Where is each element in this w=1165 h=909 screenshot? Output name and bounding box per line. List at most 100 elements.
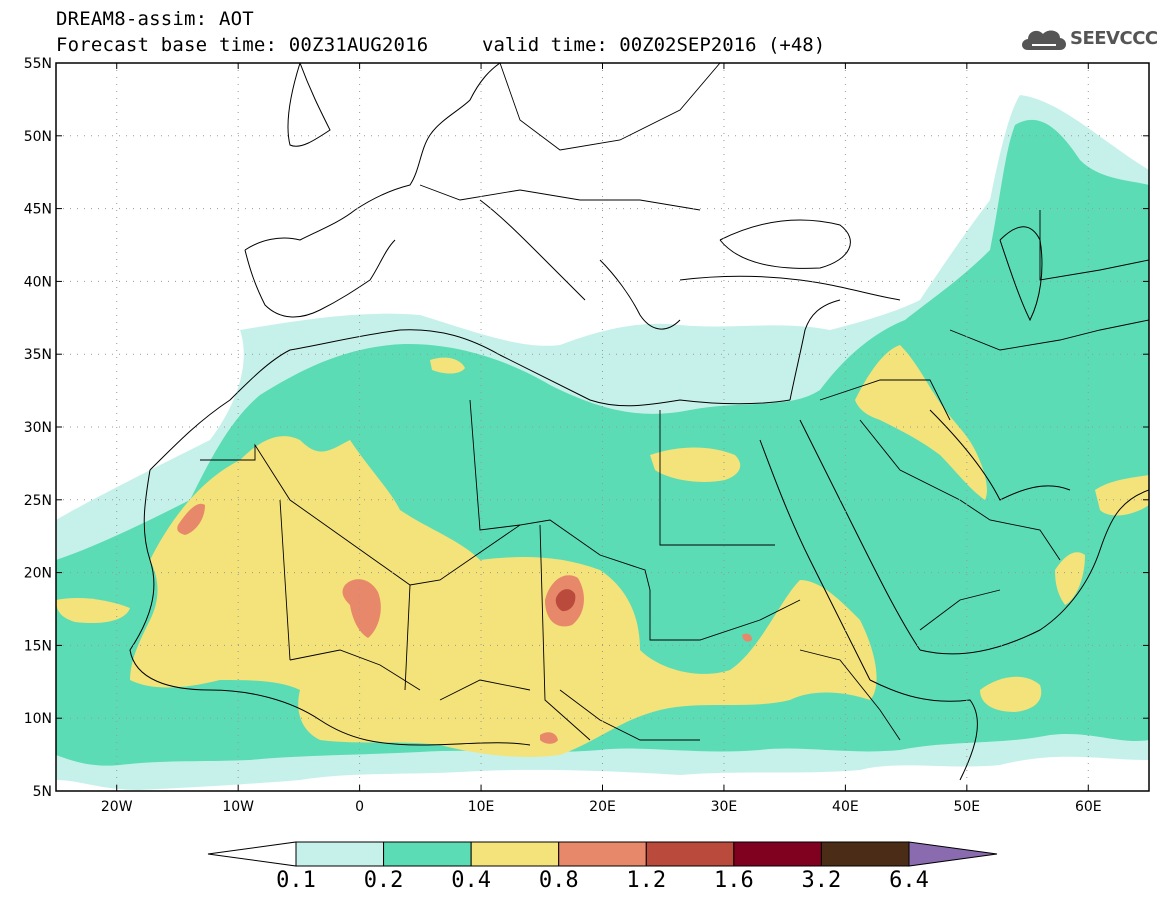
title-product: DREAM8-assim: AOT [56, 8, 254, 30]
aot-field [56, 95, 1149, 790]
lon-label: 40E [832, 799, 859, 815]
border-arabia [859, 419, 1061, 561]
coastline-arabia [919, 489, 1149, 655]
country-borders [200, 63, 1149, 741]
coastline-west-africa [129, 469, 531, 746]
coastline-gulf [929, 409, 1071, 501]
border-kaz [1039, 210, 1149, 281]
coastline-redsea-w [759, 439, 871, 681]
colorbar-box [820, 841, 910, 867]
border-sahara-3 [404, 584, 411, 691]
colorbar-label: 0.2 [363, 868, 404, 893]
border-iraq [819, 379, 951, 421]
border-chad [539, 524, 591, 741]
aot-contour-1.2-chad [555, 589, 576, 612]
lat-label: 50N [24, 129, 52, 145]
title-valid-time: valid time: 00Z02SEP2016 (+48) [482, 34, 826, 56]
lat-label: 5N [33, 784, 52, 800]
border-europe-1 [419, 184, 701, 211]
border-sahara-2 [279, 499, 291, 661]
coastline-europe [244, 63, 501, 251]
border-europe-2 [499, 63, 721, 151]
border-mali [289, 649, 421, 691]
coastline-uk [287, 63, 331, 147]
coastline-redsea-e [799, 419, 921, 651]
border-egypt-w [659, 410, 775, 546]
grid-lines [56, 63, 1149, 791]
lat-label: 55N [24, 56, 52, 72]
cloud-logo-icon [1022, 30, 1066, 50]
aot-contour-0.4-gulf [1095, 475, 1149, 516]
aot-contour-0.8-mali [342, 579, 381, 638]
border-libya [469, 399, 521, 531]
aot-contour-0.8-cam [540, 732, 558, 744]
aot-contour-0.4-oman [1055, 552, 1085, 605]
colorbar-under-arrow [207, 841, 297, 867]
colorbar-over-arrow [908, 841, 998, 867]
lat-label: 15N [24, 638, 52, 654]
aot-contour-0.4-iraq [855, 345, 987, 500]
lon-label: 20W [101, 799, 133, 815]
lat-label: 20N [24, 566, 52, 582]
coastline-blacksea [719, 219, 851, 269]
coastlines [129, 63, 1149, 781]
colorbar-label: 1.2 [626, 868, 667, 893]
colorbar-box [645, 841, 735, 867]
seevccc-logo: SEEVCCC [1018, 24, 1158, 56]
border-iran [949, 319, 1149, 351]
coastline-horn [869, 679, 978, 781]
lon-label: 10W [222, 799, 254, 815]
colorbar-label: 3.2 [801, 868, 842, 893]
aot-contour-0.4-w [56, 597, 130, 624]
colorbar-labels: 0.1 0.2 0.4 0.8 1.2 1.6 3.2 6.4 [0, 868, 1165, 898]
border-sahara-1 [200, 443, 651, 591]
lat-label: 25N [24, 493, 52, 509]
border-cam [559, 689, 700, 741]
colorbar-box [558, 841, 647, 867]
lon-label: 0 [355, 799, 364, 815]
lat-label: 30N [24, 420, 52, 436]
colorbar-box [295, 841, 385, 867]
lon-label: 10E [468, 799, 495, 815]
aot-contour-0.8-wsahara [177, 503, 205, 535]
coastline-levant [789, 299, 841, 401]
colorbar-label: 1.6 [713, 868, 754, 893]
border-nigeria [439, 679, 531, 701]
lat-label: 45N [24, 202, 52, 218]
lon-label: 20E [589, 799, 616, 815]
latitude-axis: 55N 50N 45N 40N 35N 30N 25N 20N 15N 10N 5N [24, 56, 1149, 800]
aot-contour-0.8-sud [742, 633, 752, 642]
border-yemen [919, 589, 1001, 631]
lon-label: 60E [1075, 799, 1102, 815]
colorbar-box [383, 841, 472, 867]
border-sudan [649, 590, 801, 641]
coastline-iberia [244, 239, 396, 318]
lat-label: 35N [24, 347, 52, 363]
colorbar-label: 0.1 [276, 868, 316, 893]
colorbar [207, 841, 998, 867]
aot-contour-0.4-atlas [430, 357, 465, 374]
coastline-greece [599, 259, 681, 330]
colorbar-box [733, 841, 822, 867]
title-base-time: Forecast base time: 00Z31AUG2016 [56, 34, 429, 56]
lon-label: 50E [953, 799, 980, 815]
colorbar-box [470, 841, 560, 867]
colorbar-label: 0.8 [538, 868, 579, 893]
colorbar-label: 6.4 [889, 868, 929, 893]
lat-label: 40N [24, 274, 52, 290]
border-ethiopia [799, 649, 901, 741]
coastline-turkey [679, 275, 901, 301]
colorbar-label: 0.4 [451, 868, 492, 893]
lat-label: 10N [24, 711, 52, 727]
coastline-caspian [999, 226, 1043, 322]
lon-label: 30E [711, 799, 738, 815]
coastline-north-africa [149, 329, 791, 471]
aot-contour-0.4-egypt [650, 447, 741, 482]
aot-contour-0.4-arabia-s [980, 676, 1042, 712]
aot-contour-0.4 [130, 436, 877, 757]
longitude-axis: 20W 10W 0 10E 20E 30E 40E 50E 60E [101, 63, 1102, 815]
logo-text: SEEVCCC [1070, 28, 1158, 49]
coastline-italy [479, 199, 586, 301]
